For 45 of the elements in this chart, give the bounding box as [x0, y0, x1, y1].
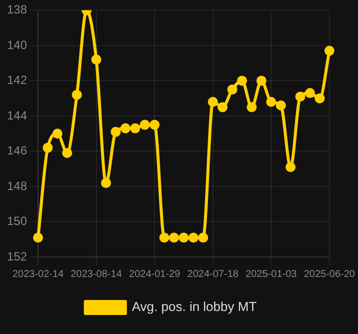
x-tick-label: 2025-01-03 [246, 268, 298, 280]
point [188, 232, 198, 243]
y-tick-label: 144 [6, 108, 28, 122]
point [208, 96, 218, 107]
y-tick-label: 150 [6, 214, 28, 228]
point [266, 96, 276, 107]
y-tick-label: 152 [6, 249, 28, 264]
point [120, 123, 130, 134]
x-tick-label: 2025-06-20 [304, 268, 356, 280]
point [237, 76, 248, 86]
x-tick-label: 2023-08-14 [70, 268, 122, 280]
y-tick-label: 148 [6, 178, 28, 193]
point [72, 90, 82, 100]
point [324, 46, 334, 56]
point [178, 232, 189, 243]
point [198, 232, 208, 243]
x-tick-label: 2024-01-29 [129, 268, 181, 280]
y-tick-label: 140 [6, 38, 28, 52]
y-tick-label: 142 [6, 73, 28, 88]
point [169, 232, 180, 243]
point [304, 88, 315, 98]
x-tick-label: 2024-07-18 [187, 268, 239, 280]
point [159, 232, 170, 243]
point [256, 76, 266, 86]
point [295, 92, 306, 102]
point [33, 232, 44, 243]
point [276, 100, 286, 110]
point [286, 162, 296, 172]
point [42, 142, 53, 153]
point [218, 102, 228, 112]
legend-label: Avg. pos. in lobby MT [132, 299, 257, 314]
point [150, 120, 160, 130]
point [140, 120, 150, 130]
y-tick-label: 146 [6, 144, 28, 158]
point [227, 84, 238, 95]
point [52, 128, 62, 139]
y-tick-label: 138 [6, 2, 28, 17]
point [314, 93, 325, 104]
x-tick-label: 2023-02-14 [12, 268, 64, 280]
point [91, 54, 102, 65]
point [101, 178, 112, 188]
point [130, 123, 140, 134]
point [246, 102, 257, 112]
point [62, 148, 72, 158]
point [110, 126, 121, 137]
